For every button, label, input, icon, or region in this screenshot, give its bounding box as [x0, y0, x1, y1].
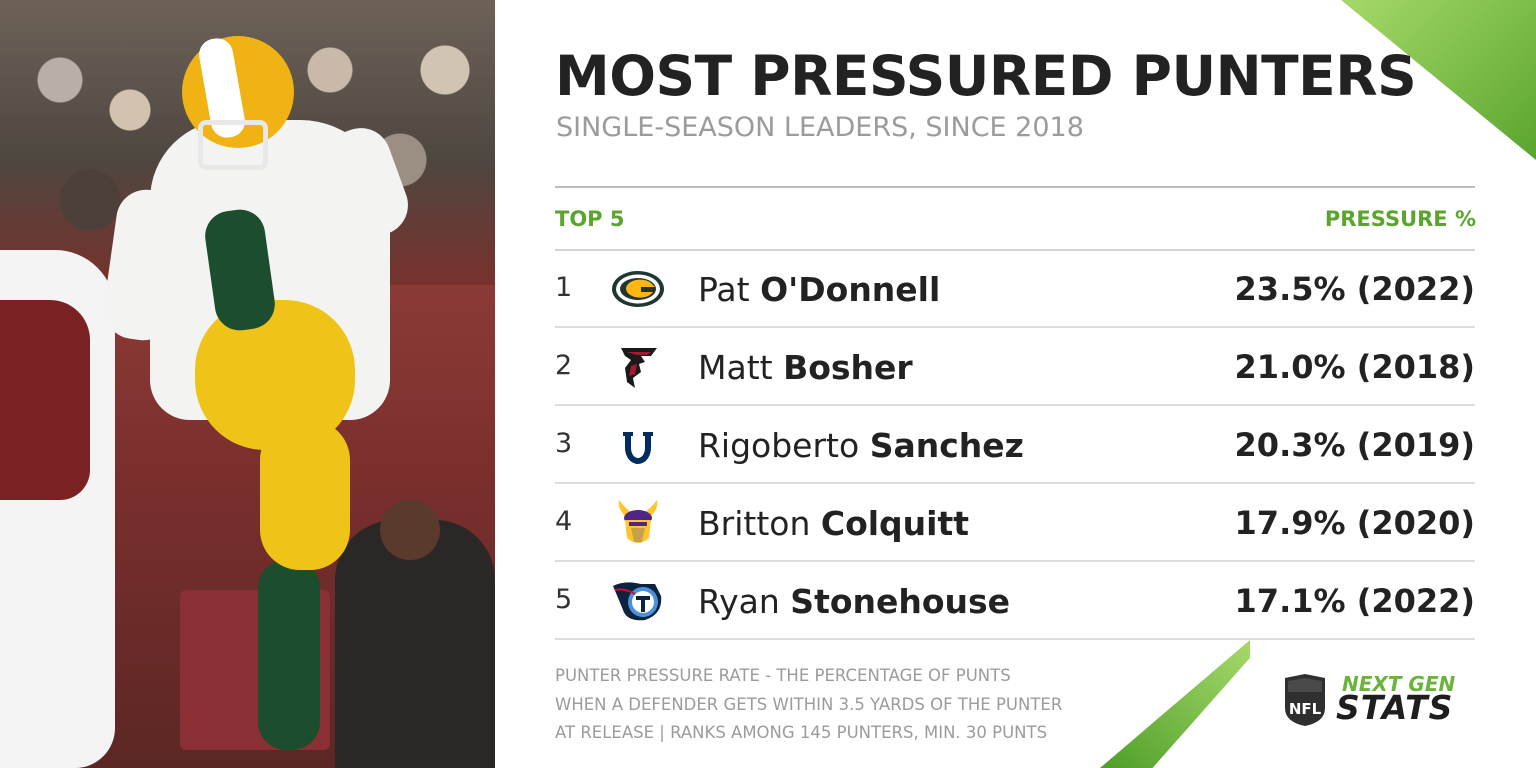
row-divider	[555, 560, 1475, 562]
first-name: Pat	[698, 270, 750, 309]
helmet-facemask	[198, 120, 268, 170]
rank: 2	[555, 350, 573, 381]
column-header-pressure: PRESSURE %	[1324, 207, 1476, 231]
player-name: Matt Bosher	[698, 348, 913, 387]
nfl-shield-icon: NFL	[1285, 674, 1325, 726]
row-divider	[555, 638, 1475, 640]
player-name: Rigoberto Sanchez	[698, 426, 1024, 465]
pressure-value: 17.9% (2020)	[1234, 504, 1475, 542]
table-row: 2 Matt Bosher 21.0% (2018)	[555, 328, 1475, 406]
pressure-value: 21.0% (2018)	[1234, 348, 1475, 386]
player-name: Ryan Stonehouse	[698, 582, 1010, 621]
rank: 3	[555, 428, 573, 459]
column-header-divider	[555, 249, 1475, 251]
player-name: Pat O'Donnell	[698, 270, 940, 309]
hero-photo	[0, 0, 495, 768]
last-name: Stonehouse	[790, 582, 1011, 621]
packers-logo-icon	[612, 271, 664, 307]
table-row: 3 Rigoberto Sanchez 20.3% (2019)	[555, 406, 1475, 484]
footnote: PUNTER PRESSURE RATE - THE PERCENTAGE OF…	[555, 662, 1115, 748]
falcons-logo-icon	[621, 348, 657, 388]
first-name: Ryan	[698, 582, 780, 621]
rank: 4	[555, 506, 573, 537]
last-name: Sanchez	[869, 426, 1024, 465]
brand-next-gen: NEXT GEN	[1342, 672, 1456, 696]
footnote-line: AT RELEASE | RANKS AMONG 145 PUNTERS, MI…	[555, 723, 1048, 742]
first-name: Rigoberto	[698, 426, 860, 465]
photographer-head	[380, 500, 440, 560]
kicker-kicking-leg	[195, 300, 355, 450]
green-accent-bottom	[1100, 640, 1250, 768]
row-divider	[555, 326, 1475, 328]
last-name: Bosher	[783, 348, 913, 387]
player-name: Britton Colquitt	[698, 504, 969, 543]
pressure-value: 17.1% (2022)	[1234, 582, 1475, 620]
titans-logo-icon	[613, 582, 662, 621]
page-title: MOST PRESSURED PUNTERS	[555, 44, 1417, 108]
table-row: 4 Britton Colquitt 17.9% (2020)	[555, 484, 1475, 562]
footnote-line: PUNTER PRESSURE RATE - THE PERCENTAGE OF…	[555, 666, 1011, 685]
vikings-logo-icon	[618, 500, 658, 543]
rank: 5	[555, 584, 573, 615]
first-name: Britton	[698, 504, 811, 543]
last-name: Colquitt	[820, 504, 970, 543]
next-gen-stats-logo: NFL NEXT GEN STATS	[1282, 672, 1482, 732]
pressure-value: 20.3% (2019)	[1234, 426, 1475, 464]
table-row: 5 Ryan Stonehouse 17.1% (2022)	[555, 562, 1475, 640]
rank: 1	[555, 272, 573, 303]
opponent-jersey	[0, 300, 90, 500]
first-name: Matt	[698, 348, 773, 387]
row-divider	[555, 404, 1475, 406]
header-divider	[555, 186, 1475, 188]
last-name: O'Donnell	[760, 270, 941, 309]
photographer	[335, 520, 495, 768]
nfl-shield-text: NFL	[1289, 700, 1322, 718]
kicker-plant-leg	[258, 560, 320, 750]
column-header-rank: TOP 5	[555, 207, 625, 231]
row-divider	[555, 482, 1475, 484]
page-subtitle: SINGLE-SEASON LEADERS, SINCE 2018	[556, 112, 1084, 143]
colts-logo-icon	[623, 432, 653, 464]
brand-stats: STATS	[1336, 688, 1454, 727]
table-row: 1 Pat O'Donnell 23.5% (2022)	[555, 250, 1475, 328]
pressure-value: 23.5% (2022)	[1234, 270, 1475, 308]
footnote-line: WHEN A DEFENDER GETS WITHIN 3.5 YARDS OF…	[555, 694, 1063, 714]
